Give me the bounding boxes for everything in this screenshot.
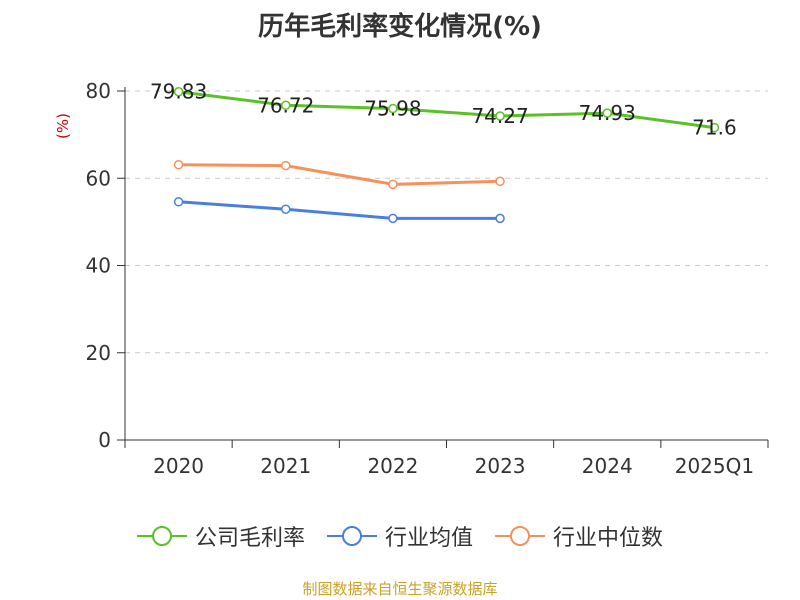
data-point bbox=[388, 103, 398, 114]
data-source-footer: 制图数据来自恒生聚源数据库 bbox=[302, 580, 498, 598]
y-tick-label: 80 bbox=[86, 79, 111, 103]
data-point bbox=[495, 176, 505, 187]
y-axis-label: (%) bbox=[54, 113, 72, 139]
data-point bbox=[173, 197, 184, 207]
data-label: 71.6 bbox=[692, 116, 737, 140]
y-tick-label: 40 bbox=[86, 254, 111, 278]
x-tick-label: 2024 bbox=[582, 454, 633, 478]
x-tick-label: 2022 bbox=[367, 454, 418, 478]
data-label: 75.98 bbox=[364, 97, 421, 121]
series-line bbox=[178, 163, 501, 186]
data-point bbox=[709, 122, 720, 133]
data-point bbox=[495, 111, 505, 121]
legend-item[interactable]: 行业中位数 bbox=[495, 520, 663, 552]
line-chart: 0 20 40 60 80 (%) 2020 2021 2022 2023 2024 2025Q1 79… bbox=[54, 79, 769, 478]
data-label: 79.83 bbox=[150, 80, 207, 104]
data-point bbox=[281, 204, 291, 214]
legend-item[interactable]: 公司毛利率 bbox=[136, 520, 305, 552]
legend-item[interactable]: 行业均值 bbox=[326, 520, 473, 552]
legend: 公司毛利率 行业均值 行业中位数 bbox=[0, 520, 800, 552]
y-tick-label: 20 bbox=[86, 341, 111, 365]
data-point bbox=[281, 160, 291, 171]
legend-label: 行业中位数 bbox=[553, 526, 664, 551]
series-line bbox=[178, 200, 501, 220]
legend-label: 公司毛利率 bbox=[194, 526, 305, 551]
chart-title: 历年毛利率变化情况(%) bbox=[258, 12, 542, 42]
y-tick-label: 0 bbox=[98, 428, 111, 452]
x-tick-label: 2020 bbox=[153, 454, 204, 478]
legend-marker-icon bbox=[136, 526, 187, 546]
x-tick-label: 2025Q1 bbox=[675, 454, 754, 478]
data-label: 74.27 bbox=[471, 104, 528, 128]
data-point bbox=[173, 86, 184, 97]
legend-label: 行业均值 bbox=[384, 526, 473, 551]
series-line bbox=[178, 90, 715, 130]
data-point bbox=[388, 213, 398, 224]
x-tick-label: 2021 bbox=[260, 454, 311, 478]
y-tick-label: 60 bbox=[86, 166, 111, 190]
data-point bbox=[281, 100, 291, 111]
data-point bbox=[388, 179, 398, 190]
data-point bbox=[602, 108, 612, 118]
legend-marker-icon bbox=[495, 526, 545, 546]
data-point bbox=[495, 213, 505, 224]
x-tick-label: 2023 bbox=[475, 454, 526, 478]
data-label: 76.72 bbox=[257, 93, 314, 117]
legend-marker-icon bbox=[326, 526, 377, 546]
data-point bbox=[173, 159, 184, 170]
data-label: 74.93 bbox=[579, 101, 636, 125]
